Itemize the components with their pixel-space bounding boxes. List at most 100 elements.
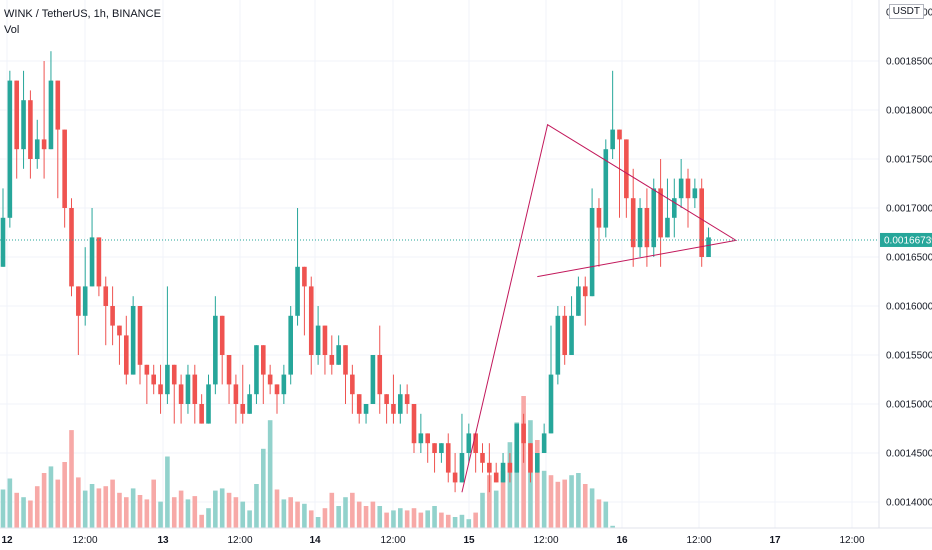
volume-bar bbox=[82, 490, 88, 528]
volume-bar bbox=[151, 479, 156, 528]
bullish-candle bbox=[535, 453, 540, 473]
volume-bar bbox=[329, 492, 335, 528]
volume-bar bbox=[555, 481, 561, 528]
volume-bar bbox=[34, 486, 40, 528]
volume-bar bbox=[96, 488, 102, 528]
symbol-title[interactable]: WINK / TetherUS, 1h, BINANCE bbox=[4, 8, 161, 20]
bullish-candle bbox=[254, 345, 259, 395]
volume-bar bbox=[603, 501, 609, 528]
volume-bar bbox=[418, 512, 424, 528]
bullish-candle bbox=[130, 306, 136, 375]
bearish-candle bbox=[384, 394, 389, 404]
volume-bar bbox=[535, 440, 540, 528]
volume-bar bbox=[562, 479, 567, 528]
volume-bar bbox=[192, 496, 198, 528]
bullish-candle bbox=[7, 80, 13, 218]
bearish-candle bbox=[261, 345, 266, 375]
volume-bar bbox=[459, 514, 465, 528]
bearish-candle bbox=[233, 384, 239, 404]
bearish-candle bbox=[521, 423, 526, 444]
triangle-pattern-lines[interactable] bbox=[461, 123, 738, 493]
time-axis[interactable]: 12 12:00 13 12:00 14 12:00 15 12:00 16 12:00 17 12:… bbox=[0, 527, 932, 546]
bearish-candle bbox=[274, 384, 280, 395]
bearish-candle bbox=[124, 335, 129, 375]
bullish-candle bbox=[637, 208, 643, 248]
volume-label[interactable]: Vol bbox=[4, 24, 20, 36]
volume-bar bbox=[541, 470, 547, 528]
bullish-candle bbox=[89, 237, 95, 287]
time-tick-label: 12 bbox=[1, 535, 13, 546]
volume-bar bbox=[14, 492, 19, 528]
bearish-candle bbox=[199, 404, 204, 424]
volume-bar bbox=[137, 495, 143, 528]
volume-bar bbox=[356, 501, 362, 528]
time-tick-label: 12:00 bbox=[227, 535, 252, 546]
volume-bars bbox=[0, 396, 615, 528]
volume-bar bbox=[610, 525, 615, 528]
bearish-candle bbox=[158, 384, 163, 395]
volume-bar bbox=[370, 501, 376, 528]
bullish-candle bbox=[363, 404, 369, 414]
volume-bar bbox=[69, 430, 74, 528]
volume-bar bbox=[336, 506, 341, 528]
bearish-candle bbox=[117, 325, 122, 336]
current-price-badge[interactable] bbox=[880, 232, 932, 247]
time-tick-label: 12:00 bbox=[72, 535, 97, 546]
bullish-candle bbox=[541, 433, 547, 453]
bullish-candle bbox=[398, 394, 403, 414]
bearish-candle bbox=[55, 80, 61, 130]
bullish-candle bbox=[439, 443, 444, 453]
bullish-candle bbox=[288, 315, 293, 375]
volume-bar bbox=[548, 475, 554, 528]
bullish-candle bbox=[418, 433, 424, 444]
volume-bar bbox=[589, 488, 595, 528]
volume-bar bbox=[569, 475, 574, 528]
volume-bar bbox=[363, 506, 369, 528]
volume-bar bbox=[350, 492, 355, 528]
bearish-candle bbox=[658, 188, 663, 238]
bullish-candle bbox=[514, 423, 520, 473]
bullish-candle bbox=[651, 188, 657, 248]
volume-bar bbox=[411, 508, 417, 528]
bullish-candle bbox=[247, 394, 252, 414]
volume-bar bbox=[582, 484, 588, 528]
bullish-candle bbox=[295, 266, 300, 316]
bullish-candle bbox=[48, 80, 54, 150]
time-tick-label: 15 bbox=[463, 535, 475, 546]
bullish-candle bbox=[336, 345, 341, 365]
currency-badge[interactable]: USDT bbox=[888, 4, 924, 19]
bullish-candle bbox=[548, 374, 554, 434]
volume-bar bbox=[76, 477, 81, 528]
bearish-candle bbox=[493, 472, 499, 483]
volume-bar bbox=[178, 490, 184, 528]
bearish-candle bbox=[377, 355, 383, 395]
current-price-label: 0.00166739 bbox=[884, 235, 932, 246]
bearish-candle bbox=[62, 129, 67, 208]
volume-bar bbox=[281, 499, 287, 528]
bearish-candle bbox=[630, 198, 636, 248]
bearish-candle bbox=[110, 306, 115, 326]
bullish-candle bbox=[370, 355, 376, 404]
volume-bar bbox=[233, 497, 239, 528]
bearish-candle bbox=[171, 364, 177, 385]
volume-bar bbox=[0, 489, 6, 528]
volume-bar bbox=[473, 512, 478, 528]
time-tick-label: 17 bbox=[769, 535, 781, 546]
time-tick-label: 12:00 bbox=[533, 535, 558, 546]
volume-bar bbox=[302, 503, 307, 528]
volume-bar bbox=[452, 517, 458, 528]
chart-legend: WINK / TetherUS, 1h, BINANCE Vol bbox=[4, 6, 161, 38]
volume-bar bbox=[171, 497, 177, 528]
volume-bar bbox=[487, 475, 492, 528]
bearish-candle bbox=[487, 462, 492, 473]
bullish-candle bbox=[603, 149, 609, 228]
